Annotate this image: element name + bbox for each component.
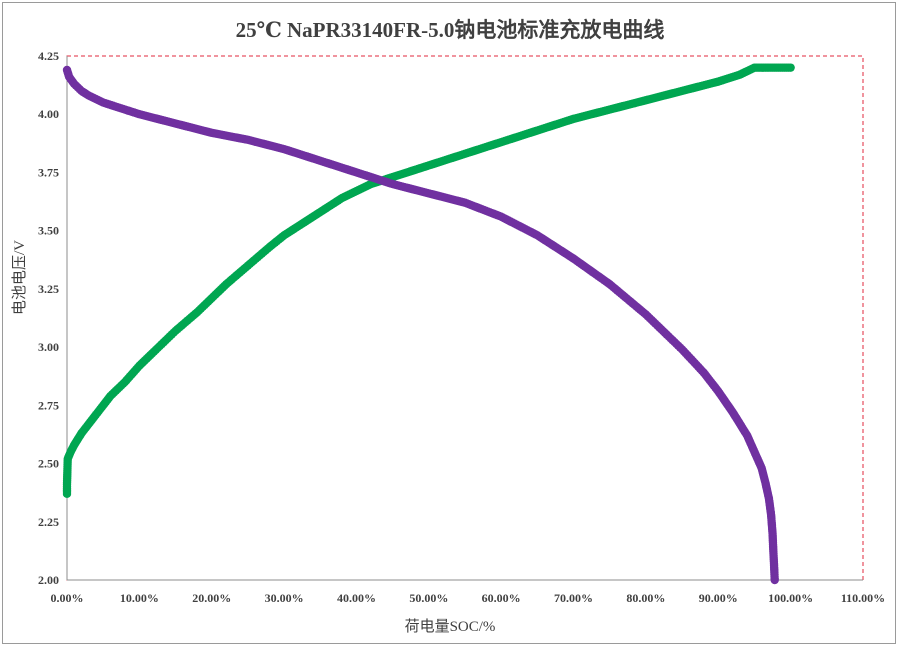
x-tick-label: 90.00%: [699, 591, 738, 605]
x-tick-label: 20.00%: [192, 591, 231, 605]
y-tick-label: 4.25: [38, 49, 59, 63]
x-tick-label: 10.00%: [120, 591, 159, 605]
y-tick-label: 2.75: [38, 398, 59, 412]
series-1: [62, 65, 779, 585]
y-tick-label: 3.75: [38, 165, 59, 179]
data-point: [786, 63, 795, 72]
y-tick-label: 3.50: [38, 224, 59, 238]
y-tick-label: 3.25: [38, 282, 59, 296]
data-point: [770, 575, 779, 585]
y-tick-label: 4.00: [38, 107, 59, 121]
x-tick-label: 30.00%: [265, 591, 304, 605]
x-axis-label: 荷电量SOC/%: [404, 619, 496, 635]
x-tick-label: 40.00%: [337, 591, 376, 605]
x-tick-label: 50.00%: [409, 591, 448, 605]
chart-title: 25℃ NaPR33140FR-5.0钠电池标准充放电曲线: [235, 18, 665, 42]
y-tick-label: 2.00: [38, 573, 59, 587]
x-tick-label: 60.00%: [482, 591, 521, 605]
y-tick-label: 2.25: [38, 515, 59, 529]
x-tick-label: 100.00%: [768, 591, 813, 605]
series-0: [62, 63, 795, 499]
x-tick-label: 110.00%: [841, 591, 885, 605]
x-tick-label: 0.00%: [51, 591, 84, 605]
x-tick-label: 70.00%: [554, 591, 593, 605]
x-tick-label: 80.00%: [626, 591, 665, 605]
y-tick-label: 2.50: [38, 457, 59, 471]
y-tick-label: 3.00: [38, 340, 59, 354]
